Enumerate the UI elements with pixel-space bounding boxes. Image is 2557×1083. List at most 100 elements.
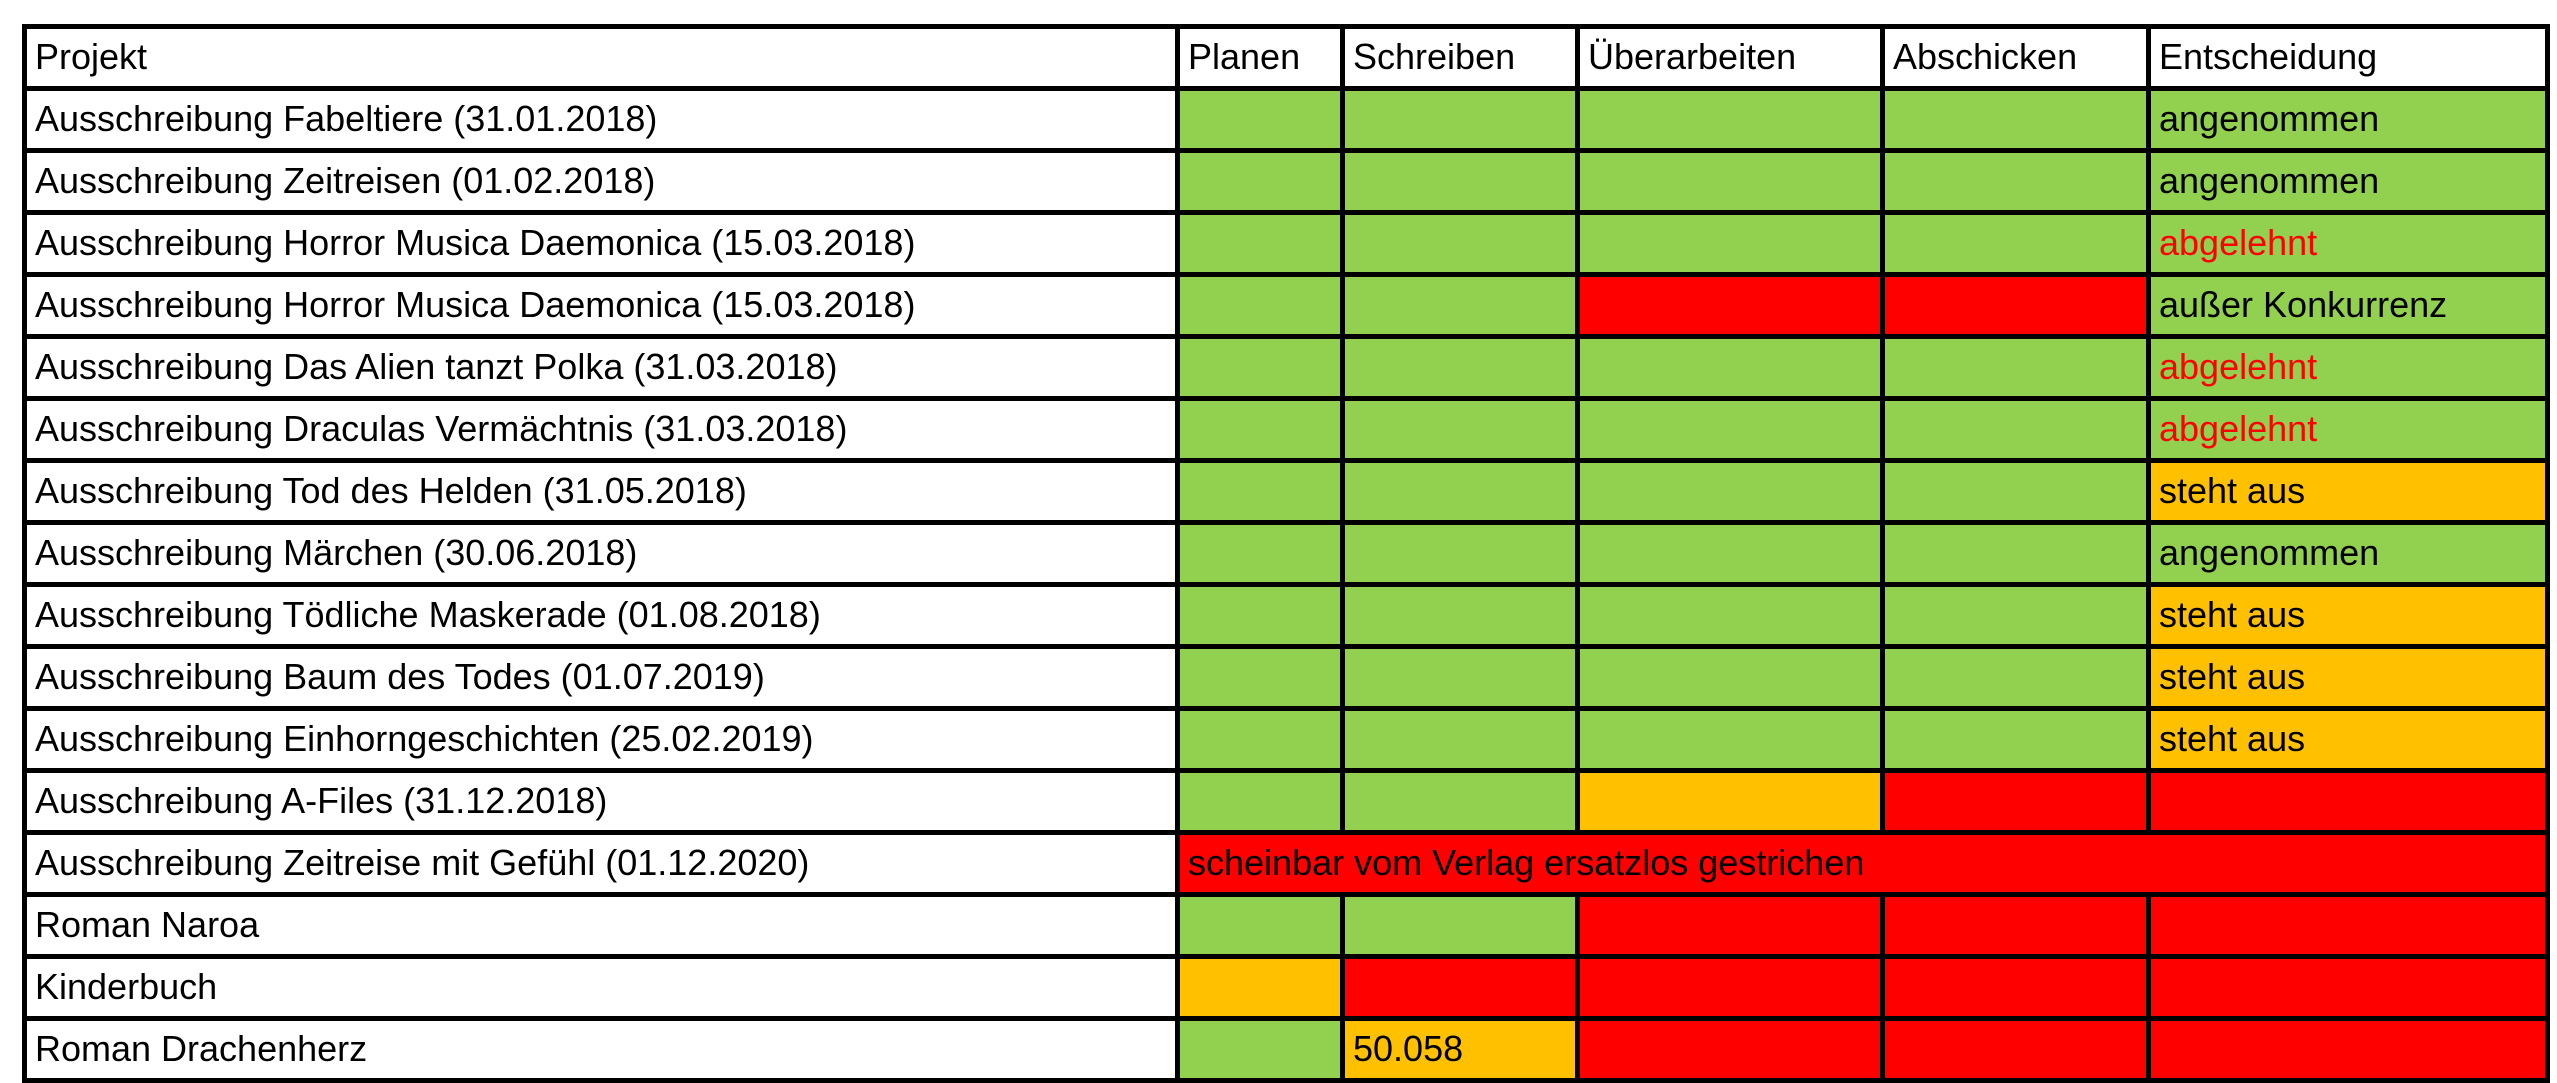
status-cell-schreiben[interactable] (1340, 272, 1580, 339)
status-cell-schreiben[interactable] (1340, 892, 1580, 959)
status-cell-abschicken[interactable] (1880, 706, 2151, 773)
status-cell-schreiben[interactable] (1340, 210, 1580, 277)
status-cell-abschicken[interactable] (1880, 272, 2151, 339)
project-cell[interactable]: Roman Naroa (22, 892, 1180, 959)
decision-cell[interactable]: angenommen (2146, 148, 2550, 215)
status-cell-planen[interactable] (1175, 1016, 1345, 1083)
header-ueberarbeiten[interactable]: Überarbeiten (1575, 24, 1885, 91)
decision-cell[interactable]: steht aus (2146, 458, 2550, 525)
project-cell[interactable]: Ausschreibung A-Files (31.12.2018) (22, 768, 1180, 835)
header-projekt[interactable]: Projekt (22, 24, 1180, 91)
decision-cell[interactable] (2146, 954, 2550, 1021)
project-cell[interactable]: Ausschreibung Horror Musica Daemonica (1… (22, 210, 1180, 277)
decision-cell[interactable]: angenommen (2146, 520, 2550, 587)
project-cell[interactable]: Kinderbuch (22, 954, 1180, 1021)
status-cell-abschicken[interactable] (1880, 1016, 2151, 1083)
status-cell-ueberarbeiten[interactable] (1575, 954, 1885, 1021)
status-cell-schreiben[interactable] (1340, 706, 1580, 773)
merged-status-cell[interactable]: scheinbar vom Verlag ersatzlos gestriche… (1175, 830, 2550, 897)
status-cell-ueberarbeiten[interactable] (1575, 272, 1885, 339)
status-cell-ueberarbeiten[interactable] (1575, 706, 1885, 773)
status-cell-ueberarbeiten[interactable] (1575, 148, 1885, 215)
status-cell-abschicken[interactable] (1880, 86, 2151, 153)
status-cell-abschicken[interactable] (1880, 396, 2151, 463)
status-cell-planen[interactable] (1175, 892, 1345, 959)
status-cell-abschicken[interactable] (1880, 334, 2151, 401)
status-cell-abschicken[interactable] (1880, 892, 2151, 959)
status-cell-planen[interactable] (1175, 148, 1345, 215)
status-cell-ueberarbeiten[interactable] (1575, 582, 1885, 649)
decision-cell[interactable]: abgelehnt (2146, 396, 2550, 463)
decision-cell[interactable] (2146, 1016, 2550, 1083)
decision-cell[interactable]: angenommen (2146, 86, 2550, 153)
status-cell-planen[interactable] (1175, 86, 1345, 153)
status-cell-abschicken[interactable] (1880, 210, 2151, 277)
status-cell-ueberarbeiten[interactable] (1575, 86, 1885, 153)
status-cell-schreiben[interactable] (1340, 148, 1580, 215)
status-cell-schreiben[interactable] (1340, 520, 1580, 587)
status-cell-abschicken[interactable] (1880, 582, 2151, 649)
status-cell-ueberarbeiten[interactable] (1575, 210, 1885, 277)
status-cell-planen[interactable] (1175, 520, 1345, 587)
status-cell-planen[interactable] (1175, 334, 1345, 401)
project-cell[interactable]: Ausschreibung Zeitreisen (01.02.2018) (22, 148, 1180, 215)
status-cell-schreiben[interactable] (1340, 954, 1580, 1021)
project-cell[interactable]: Ausschreibung Tod des Helden (31.05.2018… (22, 458, 1180, 525)
status-cell-ueberarbeiten[interactable] (1575, 458, 1885, 525)
status-cell-schreiben[interactable] (1340, 86, 1580, 153)
status-cell-schreiben[interactable] (1340, 458, 1580, 525)
status-cell-ueberarbeiten[interactable] (1575, 396, 1885, 463)
decision-cell[interactable]: abgelehnt (2146, 334, 2550, 401)
status-cell-abschicken[interactable] (1880, 644, 2151, 711)
project-cell[interactable]: Roman Drachenherz (22, 1016, 1180, 1083)
project-cell[interactable]: Ausschreibung Baum des Todes (01.07.2019… (22, 644, 1180, 711)
project-cell[interactable]: Ausschreibung Draculas Vermächtnis (31.0… (22, 396, 1180, 463)
decision-cell[interactable]: steht aus (2146, 706, 2550, 773)
decision-cell[interactable]: steht aus (2146, 644, 2550, 711)
status-cell-ueberarbeiten[interactable] (1575, 1016, 1885, 1083)
project-cell[interactable]: Ausschreibung Horror Musica Daemonica (1… (22, 272, 1180, 339)
status-cell-schreiben[interactable] (1340, 768, 1580, 835)
status-cell-ueberarbeiten[interactable] (1575, 644, 1885, 711)
decision-cell[interactable]: abgelehnt (2146, 210, 2550, 277)
header-planen[interactable]: Planen (1175, 24, 1345, 91)
status-cell-schreiben[interactable] (1340, 644, 1580, 711)
status-cell-planen[interactable] (1175, 644, 1345, 711)
status-cell-ueberarbeiten[interactable] (1575, 334, 1885, 401)
header-abschicken[interactable]: Abschicken (1880, 24, 2151, 91)
decision-cell[interactable]: außer Konkurrenz (2146, 272, 2550, 339)
status-cell-abschicken[interactable] (1880, 954, 2151, 1021)
status-cell-ueberarbeiten[interactable] (1575, 520, 1885, 587)
status-cell-planen[interactable] (1175, 272, 1345, 339)
status-cell-schreiben[interactable] (1340, 582, 1580, 649)
project-cell[interactable]: Ausschreibung Das Alien tanzt Polka (31.… (22, 334, 1180, 401)
status-cell-abschicken[interactable] (1880, 148, 2151, 215)
decision-cell[interactable] (2146, 892, 2550, 959)
status-cell-ueberarbeiten[interactable] (1575, 768, 1885, 835)
header-entscheidung[interactable]: Entscheidung (2146, 24, 2550, 91)
status-cell-abschicken[interactable] (1880, 458, 2151, 525)
project-cell[interactable]: Ausschreibung Tödliche Maskerade (01.08.… (22, 582, 1180, 649)
project-cell[interactable]: Ausschreibung Märchen (30.06.2018) (22, 520, 1180, 587)
status-cell-planen[interactable] (1175, 706, 1345, 773)
decision-cell[interactable] (2146, 768, 2550, 835)
status-cell-planen[interactable] (1175, 210, 1345, 277)
status-cell-planen[interactable] (1175, 458, 1345, 525)
status-cell-planen[interactable] (1175, 954, 1345, 1021)
status-cell-planen[interactable] (1175, 768, 1345, 835)
project-cell[interactable]: Ausschreibung Zeitreise mit Gefühl (01.1… (22, 830, 1180, 897)
project-cell[interactable]: Ausschreibung Einhorngeschichten (25.02.… (22, 706, 1180, 773)
table-row: Ausschreibung Baum des Todes (01.07.2019… (22, 644, 2550, 711)
status-cell-abschicken[interactable] (1880, 768, 2151, 835)
status-cell-ueberarbeiten[interactable] (1575, 892, 1885, 959)
status-cell-planen[interactable] (1175, 396, 1345, 463)
status-cell-planen[interactable] (1175, 582, 1345, 649)
status-cell-schreiben[interactable] (1340, 396, 1580, 463)
project-cell[interactable]: Ausschreibung Fabeltiere (31.01.2018) (22, 86, 1180, 153)
status-cell-abschicken[interactable] (1880, 520, 2151, 587)
decision-cell[interactable]: steht aus (2146, 582, 2550, 649)
status-cell-schreiben[interactable]: 50.058 (1340, 1016, 1580, 1083)
status-cell-schreiben[interactable] (1340, 334, 1580, 401)
header-schreiben[interactable]: Schreiben (1340, 24, 1580, 91)
header-row: Projekt Planen Schreiben Überarbeiten Ab… (22, 24, 2550, 91)
